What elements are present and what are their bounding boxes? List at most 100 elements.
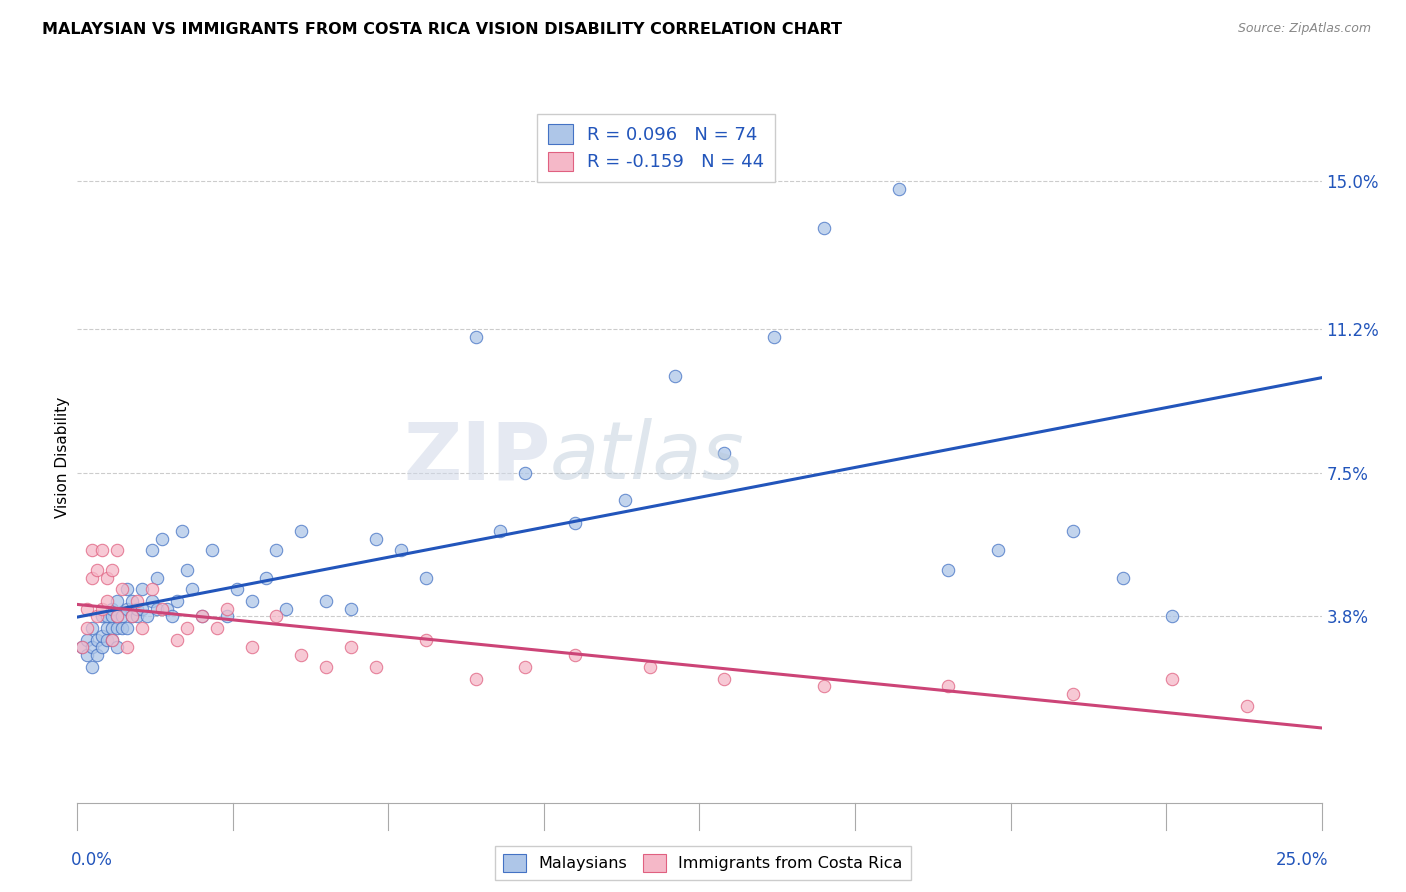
Text: atlas: atlas xyxy=(550,418,745,496)
Point xyxy=(613,492,636,507)
Point xyxy=(76,648,98,663)
Point xyxy=(141,582,163,597)
Point xyxy=(225,582,247,597)
Point xyxy=(146,570,169,584)
Point xyxy=(82,570,104,584)
Point xyxy=(315,660,337,674)
Point xyxy=(96,621,118,635)
Point xyxy=(205,621,228,635)
Point xyxy=(813,679,835,693)
Point xyxy=(415,570,437,584)
Point xyxy=(290,648,312,663)
Point xyxy=(564,516,586,531)
Point xyxy=(141,543,163,558)
Point xyxy=(105,543,128,558)
Point xyxy=(96,594,118,608)
Point xyxy=(101,563,124,577)
Point xyxy=(887,182,910,196)
Point xyxy=(105,609,128,624)
Point xyxy=(91,629,114,643)
Point xyxy=(1062,687,1084,701)
Point xyxy=(150,532,173,546)
Point xyxy=(141,594,163,608)
Point xyxy=(813,221,835,235)
Text: Source: ZipAtlas.com: Source: ZipAtlas.com xyxy=(1237,22,1371,36)
Point xyxy=(938,679,960,693)
Point xyxy=(111,609,134,624)
Point xyxy=(105,640,128,655)
Text: 25.0%: 25.0% xyxy=(1275,851,1327,869)
Point xyxy=(564,648,586,663)
Point xyxy=(91,609,114,624)
Point xyxy=(364,660,387,674)
Point xyxy=(101,632,124,647)
Point xyxy=(987,543,1010,558)
Point xyxy=(111,582,134,597)
Point xyxy=(82,640,104,655)
Point xyxy=(176,621,198,635)
Point xyxy=(101,609,124,624)
Point xyxy=(105,621,128,635)
Point xyxy=(1161,672,1184,686)
Point xyxy=(1062,524,1084,538)
Point xyxy=(763,330,786,344)
Point xyxy=(180,582,202,597)
Point xyxy=(938,563,960,577)
Point xyxy=(713,672,735,686)
Point xyxy=(72,640,94,655)
Point xyxy=(121,609,143,624)
Point xyxy=(340,601,363,615)
Point xyxy=(115,582,138,597)
Point xyxy=(101,632,124,647)
Point xyxy=(240,594,263,608)
Point xyxy=(86,609,108,624)
Legend: Malaysians, Immigrants from Costa Rica: Malaysians, Immigrants from Costa Rica xyxy=(495,847,911,880)
Point xyxy=(176,563,198,577)
Point xyxy=(340,640,363,655)
Point xyxy=(160,609,183,624)
Point xyxy=(146,601,169,615)
Point xyxy=(664,368,686,383)
Point xyxy=(76,621,98,635)
Point xyxy=(266,543,288,558)
Point xyxy=(515,466,537,480)
Point xyxy=(125,594,148,608)
Point xyxy=(76,632,98,647)
Point xyxy=(96,609,118,624)
Point xyxy=(315,594,337,608)
Point xyxy=(125,601,148,615)
Point xyxy=(713,446,735,460)
Point xyxy=(638,660,661,674)
Point xyxy=(115,621,138,635)
Text: ZIP: ZIP xyxy=(404,418,550,496)
Point xyxy=(82,621,104,635)
Point xyxy=(191,609,214,624)
Point xyxy=(1236,698,1258,713)
Point xyxy=(111,621,134,635)
Point xyxy=(191,609,214,624)
Text: MALAYSIAN VS IMMIGRANTS FROM COSTA RICA VISION DISABILITY CORRELATION CHART: MALAYSIAN VS IMMIGRANTS FROM COSTA RICA … xyxy=(42,22,842,37)
Point xyxy=(121,609,143,624)
Point xyxy=(1161,609,1184,624)
Point xyxy=(215,601,238,615)
Point xyxy=(121,594,143,608)
Point xyxy=(91,601,114,615)
Point xyxy=(82,660,104,674)
Point xyxy=(415,632,437,647)
Point xyxy=(115,640,138,655)
Point xyxy=(72,640,94,655)
Point xyxy=(105,594,128,608)
Point xyxy=(1111,570,1133,584)
Point xyxy=(115,601,138,615)
Point xyxy=(464,672,486,686)
Point xyxy=(266,609,288,624)
Point xyxy=(91,640,114,655)
Point xyxy=(276,601,298,615)
Point xyxy=(101,601,124,615)
Point xyxy=(290,524,312,538)
Point xyxy=(82,543,104,558)
Point xyxy=(96,632,118,647)
Point xyxy=(166,594,188,608)
Point xyxy=(131,582,153,597)
Point xyxy=(86,648,108,663)
